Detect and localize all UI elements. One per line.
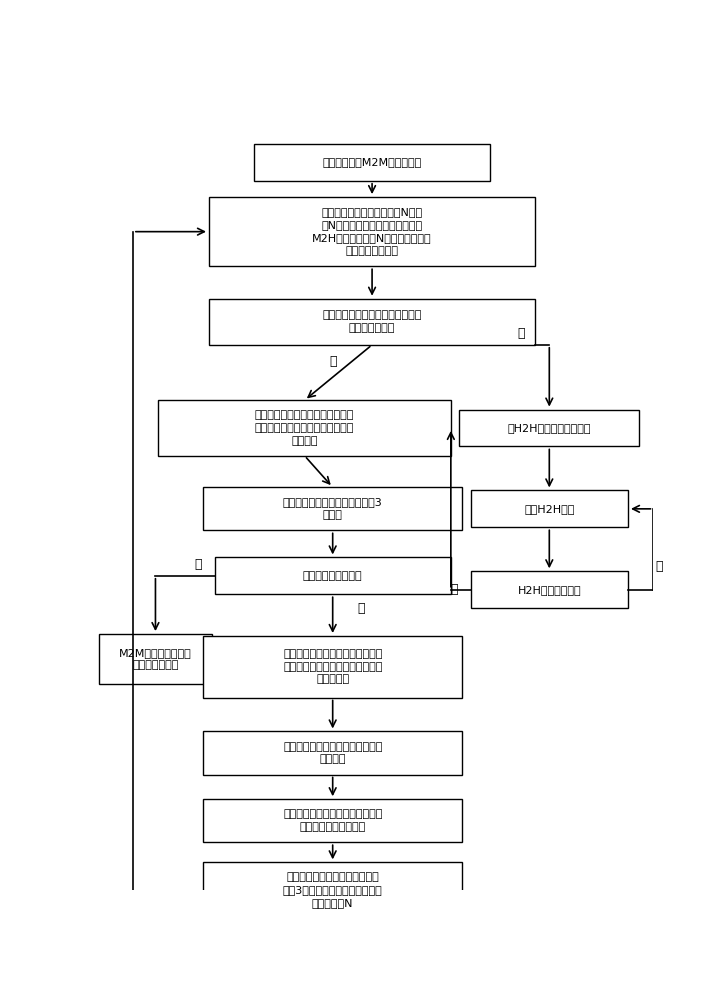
- Text: 否: 否: [194, 558, 201, 571]
- Text: 否: 否: [329, 355, 336, 368]
- Bar: [460, 410, 640, 446]
- Text: 是: 是: [518, 327, 525, 340]
- Bar: [209, 197, 535, 266]
- Text: 是: 是: [450, 583, 457, 596]
- Text: 基站广播子帧编号，与编号相同的
组内的终端进行上行同步，发送上
行导频码: 基站广播子帧编号，与编号相同的 组内的终端进行上行同步，发送上 行导频码: [255, 410, 354, 446]
- Text: M2M终端延时到下一
个超帧重新尝试: M2M终端延时到下一 个超帧重新尝试: [119, 648, 192, 670]
- Text: 上行导频码正确接收: 上行导频码正确接收: [303, 571, 362, 581]
- Bar: [209, 299, 535, 345]
- Text: 基站计算时间、功率，并将随机接
入信道的位置通过快速接入信道返
回给各终端: 基站计算时间、功率，并将随机接 入信道的位置通过快速接入信道返 回给各终端: [283, 649, 383, 685]
- Text: 基站记录接收到的上行导频码的3
种状态: 基站记录接收到的上行导频码的3 种状态: [283, 497, 383, 520]
- Text: 终端通过分配的随机接入信道传输
调要信息: 终端通过分配的随机接入信道传输 调要信息: [283, 742, 383, 764]
- Text: 基站检测上行导频时隙是否有本小
区的下行导频码: 基站检测上行导频时隙是否有本小 区的下行导频码: [322, 310, 422, 333]
- Bar: [203, 731, 462, 774]
- Text: 是: 是: [357, 602, 364, 615]
- Bar: [470, 571, 628, 608]
- Bar: [158, 400, 451, 456]
- Bar: [203, 636, 462, 698]
- Text: 基站接收调要信息并根据调要信息
为各终端分配可用信道: 基站接收调要信息并根据调要信息 为各终端分配可用信道: [283, 809, 383, 832]
- Bar: [203, 862, 462, 918]
- Text: 基站广播小区内终端分组数N，并
将N个子帧编号组成一个超帧，各
M2H终端等概率从N中随机选择一个
数作为自己的组号: 基站广播小区内终端分组数N，并 将N个子帧编号组成一个超帧，各 M2H终端等概率…: [312, 207, 432, 256]
- Text: 否: 否: [656, 560, 663, 573]
- Bar: [203, 799, 462, 842]
- Bar: [470, 490, 628, 527]
- Bar: [254, 144, 490, 181]
- Text: H2H业务是否结束: H2H业务是否结束: [518, 585, 581, 595]
- Text: 当前小区进入M2M通信时间段: 当前小区进入M2M通信时间段: [322, 157, 422, 167]
- Bar: [203, 487, 462, 530]
- Text: 当一个超帧接收后，基站根据统
计的3种上行导频码的情况，重新
确定分组数N: 当一个超帧接收后，基站根据统 计的3种上行导频码的情况，重新 确定分组数N: [283, 872, 383, 908]
- Bar: [99, 634, 212, 684]
- Text: 转入H2H服务: 转入H2H服务: [524, 504, 574, 514]
- Bar: [215, 557, 451, 594]
- Text: 有H2H终端请求进行服务: 有H2H终端请求进行服务: [507, 423, 591, 433]
